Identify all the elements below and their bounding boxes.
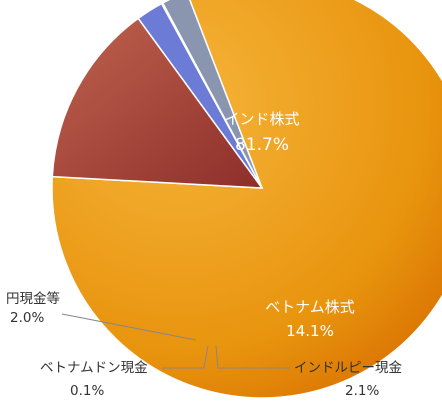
slice-value-inr-cash: 2.1% (345, 383, 379, 399)
pie-slices (51, 0, 442, 399)
slice-label-vnd-cash: ベトナムドン現金 (40, 360, 148, 376)
slice-label-yen-cash: 円現金等 (6, 290, 60, 307)
slice-value-yen-cash: 2.0% (10, 310, 44, 326)
leader-yen-cash (61, 313, 197, 341)
leader-inr-cash (215, 345, 290, 369)
slice-yen-cash (161, 0, 263, 189)
leader-lines (61, 313, 290, 369)
slice-label-india-equity: インド株式 (224, 110, 299, 128)
leader-vnd-cash (162, 345, 209, 369)
slice-india-equity (51, 0, 442, 399)
slice-value-vnd-cash: 0.1% (70, 383, 104, 399)
slice-label-vietnam-equity: ベトナム株式 (265, 298, 355, 316)
slice-label-inr-cash: インドルピー現金 (294, 360, 402, 376)
slice-value-india-equity: 81.7% (235, 135, 289, 155)
slice-value-vietnam-equity: 14.1% (286, 322, 334, 340)
slice-vietnam-equity (51, 17, 264, 189)
